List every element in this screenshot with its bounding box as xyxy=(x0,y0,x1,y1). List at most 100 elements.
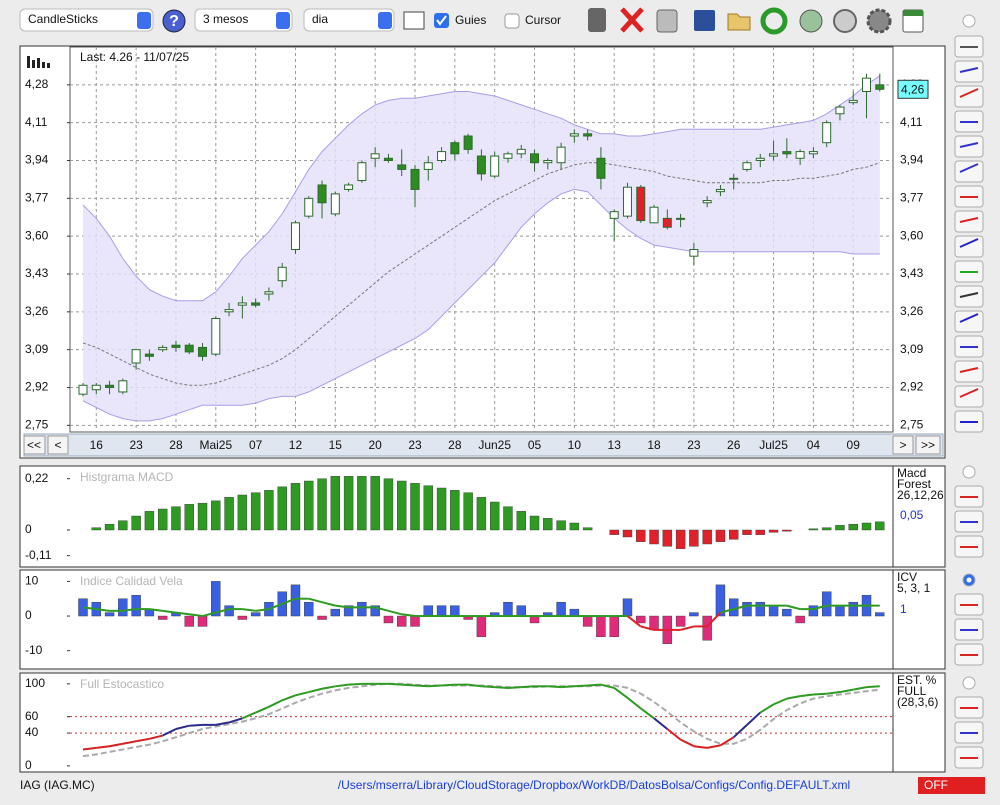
tool-button[interactable] xyxy=(954,60,984,83)
y-tick-label-right: 3,09 xyxy=(900,342,924,356)
tool-button[interactable] xyxy=(954,310,984,333)
select-arrow xyxy=(378,12,392,29)
candle-body xyxy=(198,346,208,357)
candle-body xyxy=(463,135,473,150)
y-tick-label: 4,11 xyxy=(25,115,48,129)
chart-icon[interactable] xyxy=(403,11,425,30)
y-tick-label: 40 xyxy=(25,725,39,739)
indicator-label: ICV xyxy=(897,570,917,584)
k-line xyxy=(109,742,124,748)
candle-body xyxy=(782,151,792,155)
icv-bar xyxy=(755,601,765,617)
icv-bar xyxy=(410,615,420,627)
prev-button[interactable] xyxy=(47,435,69,455)
tool-button[interactable] xyxy=(954,85,984,108)
tool-button[interactable] xyxy=(954,360,984,383)
interval-select[interactable] xyxy=(303,8,395,32)
histogram-bar xyxy=(875,521,885,531)
candle-body xyxy=(556,146,566,164)
folder-icon[interactable] xyxy=(727,13,751,31)
x-tick-label: 23 xyxy=(687,438,701,452)
tool-button[interactable] xyxy=(954,285,984,308)
config-path[interactable]: /Users/mserra/Library/CloudStorage/Dropb… xyxy=(338,778,850,792)
icv-line xyxy=(706,611,722,628)
icv-line xyxy=(321,601,336,607)
candle-body xyxy=(596,157,606,179)
k-line xyxy=(255,705,270,714)
histogram-bar xyxy=(636,529,646,542)
k-line xyxy=(135,737,150,743)
mode: OFF xyxy=(924,778,948,792)
x-tick-label: 13 xyxy=(608,438,622,452)
x-tick-label: 28 xyxy=(169,438,183,452)
candle-body xyxy=(822,122,832,144)
k-line xyxy=(441,683,455,687)
trash-icon[interactable] xyxy=(588,8,606,32)
stochastic-panel xyxy=(19,672,946,773)
candle-body xyxy=(662,217,672,228)
candle-body xyxy=(583,133,593,137)
save-icon[interactable] xyxy=(694,10,715,31)
refresh-icon[interactable] xyxy=(760,7,788,35)
mode-button[interactable] xyxy=(918,777,985,794)
last-button[interactable] xyxy=(915,435,941,455)
candle-body xyxy=(862,77,872,93)
x-tick-label: 07 xyxy=(249,438,263,452)
radio[interactable] xyxy=(962,14,976,28)
candle-body xyxy=(848,99,858,104)
x-tick-label: 15 xyxy=(329,438,343,452)
k-line xyxy=(719,736,735,747)
k-line xyxy=(281,694,296,702)
histogram-bar xyxy=(290,483,301,531)
candle-body xyxy=(649,206,659,224)
candle-body xyxy=(91,384,101,391)
candle-body xyxy=(184,344,194,353)
settings-icon[interactable] xyxy=(866,8,892,34)
k-line xyxy=(175,724,190,730)
euro-icon[interactable] xyxy=(833,9,857,33)
chart-type-select[interactable] xyxy=(19,8,154,32)
next-button[interactable] xyxy=(892,435,914,455)
candle-body xyxy=(702,200,712,204)
cursor-checkbox[interactable] xyxy=(504,13,520,29)
prev-label: < xyxy=(54,438,61,452)
icv-line xyxy=(640,625,655,631)
k-line xyxy=(666,728,682,741)
icv-bar xyxy=(237,615,248,620)
histogram-bar xyxy=(357,476,367,531)
radio[interactable] xyxy=(962,465,976,479)
histogram-bar xyxy=(330,476,341,531)
x-tick-label: 23 xyxy=(129,438,143,452)
y-tick-label: 2,92 xyxy=(25,380,49,394)
tool-glyph xyxy=(959,313,979,323)
first-button[interactable] xyxy=(23,435,46,455)
radio[interactable] xyxy=(962,676,976,690)
histogram-bar xyxy=(436,487,447,531)
icv-line xyxy=(122,608,137,612)
indicator-label: Macd xyxy=(897,466,926,480)
tool-button[interactable] xyxy=(954,160,984,183)
globe-icon[interactable] xyxy=(799,9,823,33)
period-select[interactable] xyxy=(194,8,293,32)
histogram-bar xyxy=(649,529,659,545)
guides-label: Guies xyxy=(455,13,486,27)
delete-icon[interactable] xyxy=(620,7,644,33)
histogram-bar xyxy=(304,480,314,531)
candle-body xyxy=(118,380,128,393)
tool-button[interactable] xyxy=(954,235,984,258)
help-label: ? xyxy=(169,13,179,30)
histogram-bar xyxy=(689,529,699,547)
k-line xyxy=(162,728,177,737)
tool-button[interactable] xyxy=(954,385,984,408)
jar-icon[interactable] xyxy=(656,9,678,33)
icv-line xyxy=(335,604,349,609)
candle-body xyxy=(397,164,407,170)
k-line xyxy=(547,685,562,689)
tool-button[interactable] xyxy=(954,135,984,158)
icv-line xyxy=(720,608,734,614)
tool-button[interactable] xyxy=(954,210,984,233)
help-button[interactable] xyxy=(162,9,186,33)
histogram-bar xyxy=(171,506,181,531)
next-label: > xyxy=(899,438,906,452)
